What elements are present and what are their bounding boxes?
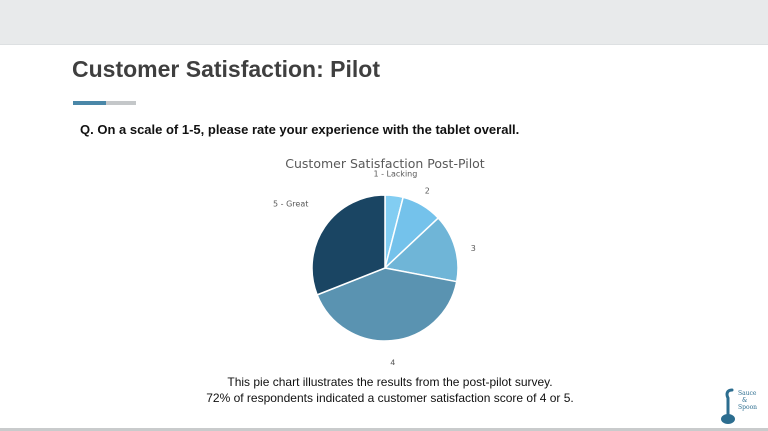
sauce-and-spoon-logo: Sauce & Spoon (718, 388, 760, 426)
spoon-icon (721, 388, 735, 424)
title-accent-bar-gray (106, 101, 136, 105)
logo-line-1: Sauce (738, 390, 757, 397)
pie-label-2: 2 (425, 187, 430, 196)
bottom-bar (0, 428, 768, 431)
title-accent-bar (73, 101, 106, 105)
logo-text: Sauce & Spoon (738, 390, 760, 411)
pie-label-5: 5 - Great (273, 199, 308, 208)
pie-chart: Customer Satisfaction Post-Pilot 1 - Lac… (273, 156, 485, 365)
survey-question: Q. On a scale of 1-5, please rate your e… (80, 122, 520, 137)
pie-label-3: 3 (471, 244, 476, 253)
logo-line-3: Spoon (738, 404, 758, 411)
logo-line-2: & (742, 397, 748, 404)
caption-line-2: 72% of respondents indicated a customer … (206, 391, 574, 405)
pie-slice-4 (316, 267, 458, 342)
pie-slices (311, 194, 459, 342)
slide-title: Customer Satisfaction: Pilot (72, 56, 380, 82)
top-bar (0, 0, 768, 45)
pie-slice-3 (383, 216, 459, 283)
chart-caption: This pie chart illustrates the results f… (180, 374, 600, 406)
pie-slice-5 (311, 194, 386, 296)
chart-title: Customer Satisfaction Post-Pilot (285, 156, 485, 171)
caption-line-1: This pie chart illustrates the results f… (227, 375, 553, 389)
pie-label-1: 1 - Lacking (373, 170, 417, 179)
pie-labels: 1 - Lacking 2 3 4 5 - Great (273, 170, 476, 365)
pie-label-4: 4 (390, 359, 395, 365)
